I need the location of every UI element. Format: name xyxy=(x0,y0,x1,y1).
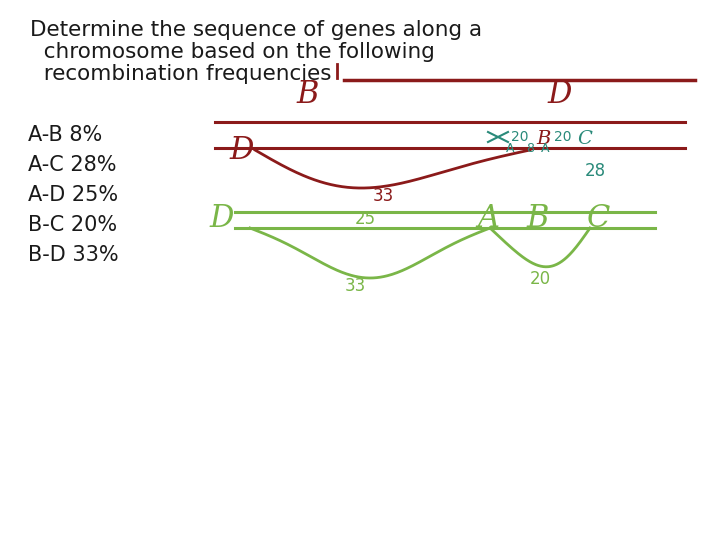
Text: Determine the sequence of genes along a: Determine the sequence of genes along a xyxy=(30,20,482,40)
Text: A: A xyxy=(505,142,514,155)
Text: 8: 8 xyxy=(526,142,534,155)
Text: C: C xyxy=(577,130,593,148)
Text: B: B xyxy=(527,203,549,234)
Text: 33: 33 xyxy=(344,277,366,295)
Text: 20: 20 xyxy=(511,130,528,144)
Text: B: B xyxy=(297,79,319,110)
Text: A-B 8%: A-B 8% xyxy=(28,125,102,145)
Text: 28: 28 xyxy=(585,162,606,180)
Text: D: D xyxy=(548,79,572,110)
Text: 33: 33 xyxy=(372,187,394,205)
Text: 25: 25 xyxy=(354,210,376,228)
Text: B-C 20%: B-C 20% xyxy=(28,215,117,235)
Text: C: C xyxy=(586,203,610,234)
Text: D: D xyxy=(230,135,254,166)
Text: chromosome based on the following: chromosome based on the following xyxy=(30,42,435,62)
Text: 20: 20 xyxy=(529,270,551,288)
Text: A: A xyxy=(541,142,549,155)
Text: A-D 25%: A-D 25% xyxy=(28,185,118,205)
Text: D: D xyxy=(210,203,234,234)
Text: recombination frequencies: recombination frequencies xyxy=(30,64,331,84)
Text: 20: 20 xyxy=(554,130,572,144)
Text: A-C 28%: A-C 28% xyxy=(28,155,117,175)
Text: A: A xyxy=(477,203,499,234)
Text: B: B xyxy=(536,130,550,148)
Text: B-D 33%: B-D 33% xyxy=(28,245,119,265)
